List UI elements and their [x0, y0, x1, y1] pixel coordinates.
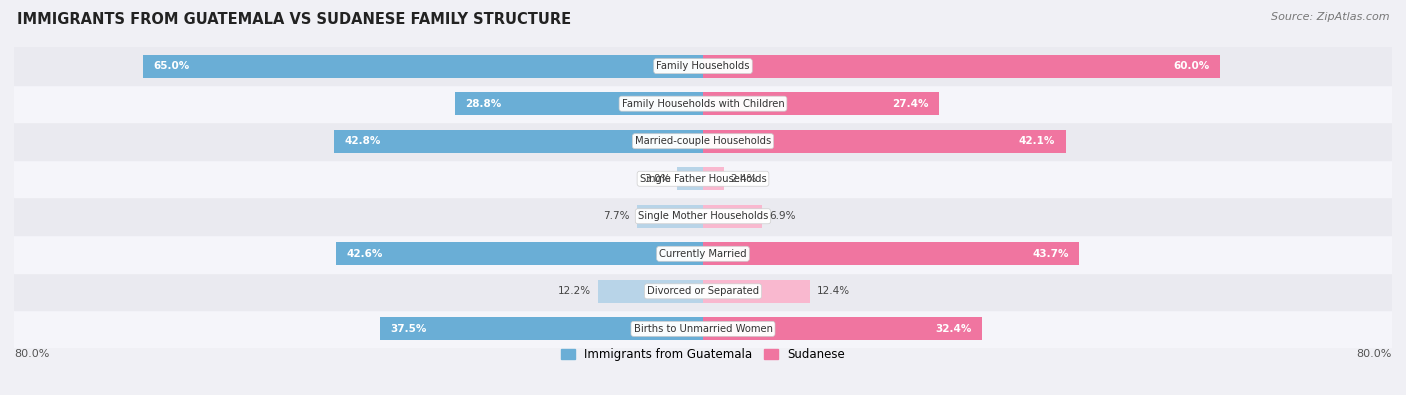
Bar — [336, 242, 703, 265]
Bar — [703, 167, 724, 190]
Text: Married-couple Households: Married-couple Households — [636, 136, 770, 146]
Text: Single Mother Households: Single Mother Households — [638, 211, 768, 221]
Text: 12.2%: 12.2% — [558, 286, 591, 296]
Bar — [637, 205, 703, 228]
Bar — [380, 317, 703, 340]
Bar — [703, 92, 939, 115]
Bar — [703, 205, 762, 228]
Legend: Immigrants from Guatemala, Sudanese: Immigrants from Guatemala, Sudanese — [555, 343, 851, 366]
Bar — [335, 130, 703, 153]
Bar — [703, 242, 1080, 265]
Text: Single Father Households: Single Father Households — [640, 174, 766, 184]
Bar — [678, 167, 703, 190]
Text: Births to Unmarried Women: Births to Unmarried Women — [634, 324, 772, 334]
Bar — [703, 317, 981, 340]
Text: 3.0%: 3.0% — [644, 174, 671, 184]
Text: 7.7%: 7.7% — [603, 211, 630, 221]
Text: Family Households with Children: Family Households with Children — [621, 99, 785, 109]
Bar — [14, 160, 1392, 198]
Bar — [598, 280, 703, 303]
Text: 43.7%: 43.7% — [1032, 249, 1069, 259]
Text: Currently Married: Currently Married — [659, 249, 747, 259]
Bar — [14, 85, 1392, 122]
Text: 6.9%: 6.9% — [769, 211, 796, 221]
Text: 37.5%: 37.5% — [391, 324, 427, 334]
Bar — [456, 92, 703, 115]
Bar — [14, 310, 1392, 348]
Text: 65.0%: 65.0% — [153, 61, 190, 71]
Text: 42.6%: 42.6% — [346, 249, 382, 259]
Text: 27.4%: 27.4% — [893, 99, 928, 109]
Bar — [14, 273, 1392, 310]
Text: Divorced or Separated: Divorced or Separated — [647, 286, 759, 296]
Text: 80.0%: 80.0% — [1357, 350, 1392, 359]
Text: IMMIGRANTS FROM GUATEMALA VS SUDANESE FAMILY STRUCTURE: IMMIGRANTS FROM GUATEMALA VS SUDANESE FA… — [17, 12, 571, 27]
Text: 2.4%: 2.4% — [731, 174, 756, 184]
Text: 42.1%: 42.1% — [1019, 136, 1056, 146]
Text: 32.4%: 32.4% — [935, 324, 972, 334]
Text: 42.8%: 42.8% — [344, 136, 381, 146]
Bar — [14, 47, 1392, 85]
Text: 80.0%: 80.0% — [14, 350, 49, 359]
Text: 12.4%: 12.4% — [817, 286, 849, 296]
Text: Family Households: Family Households — [657, 61, 749, 71]
Text: 28.8%: 28.8% — [465, 99, 502, 109]
Bar — [703, 130, 1066, 153]
Bar — [14, 122, 1392, 160]
Text: Source: ZipAtlas.com: Source: ZipAtlas.com — [1271, 12, 1389, 22]
Bar — [14, 198, 1392, 235]
Bar — [14, 235, 1392, 273]
Bar — [703, 55, 1219, 78]
Bar — [703, 280, 810, 303]
Text: 60.0%: 60.0% — [1173, 61, 1209, 71]
Bar — [143, 55, 703, 78]
